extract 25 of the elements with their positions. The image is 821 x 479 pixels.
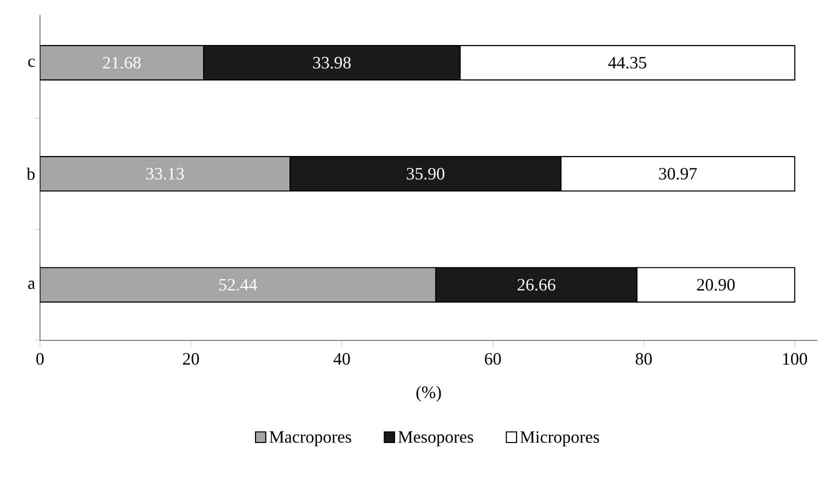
x-tick-label: 20 [183,353,199,365]
x-axis-title: (%) [416,386,441,402]
data-label: 20.90 [697,278,735,291]
data-label: 26.66 [518,278,556,291]
legend-label: Micropores [520,431,600,446]
x-tick-label: 80 [636,353,652,365]
y-tick-label: a [28,280,36,289]
data-label: 33.13 [146,168,184,180]
x-tick-label: 60 [484,353,501,365]
data-label: 44.35 [608,56,646,69]
bar [40,156,291,192]
x-tick-label: 40 [334,353,350,365]
data-label: 30.97 [659,168,697,180]
x-tick-label: 100 [783,353,808,365]
data-label: 52.44 [219,278,258,291]
legend-label: Mesopores [398,431,474,446]
bar [40,267,436,303]
x-tick-label: 0 [36,353,44,365]
y-tick-label: c [28,58,35,67]
legend-label: Macropores [269,431,352,446]
data-label: 33.98 [313,56,351,69]
data-label: 35.90 [406,168,444,180]
data-label: 21.68 [103,56,141,69]
y-tick-label: b [26,168,35,180]
bar [40,45,204,80]
